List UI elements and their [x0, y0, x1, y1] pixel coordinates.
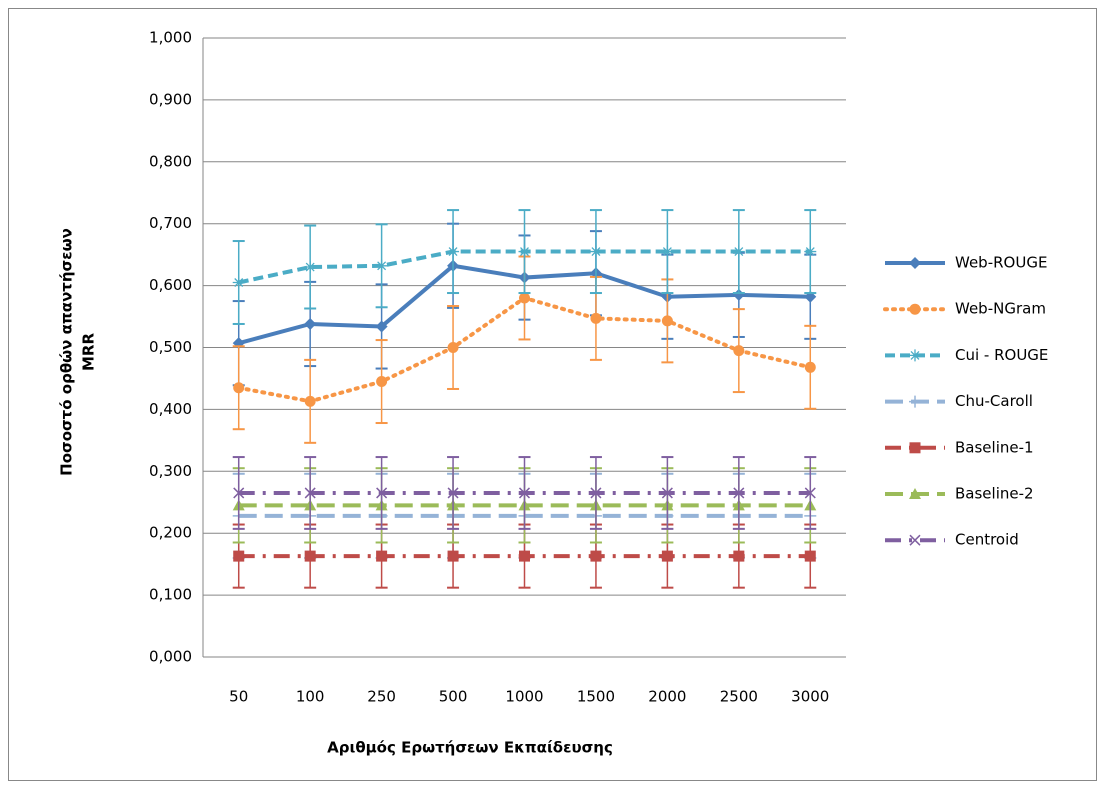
marker — [304, 487, 316, 499]
marker — [447, 245, 460, 258]
marker — [447, 550, 459, 562]
y-axis-title-line: MRR — [80, 333, 98, 371]
x-tick-label: 1000 — [505, 688, 543, 706]
y-tick-label: 0,900 — [149, 90, 192, 108]
marker — [661, 487, 673, 499]
marker — [233, 550, 245, 562]
y-tick-label: 0,200 — [149, 524, 192, 542]
marker — [589, 245, 602, 258]
marker — [376, 550, 388, 562]
marker — [304, 261, 317, 274]
marker — [909, 395, 921, 408]
x-tick-label: 250 — [367, 688, 396, 706]
legend-label: Centroid — [955, 531, 1019, 549]
marker — [232, 276, 245, 289]
y-axis-title-line: Ποσοστό ορθών απαντήσεων — [58, 228, 76, 476]
marker — [447, 342, 459, 353]
marker — [447, 487, 459, 499]
legend-item: Centroid — [885, 531, 1019, 549]
legend-label: Web-ROUGE — [955, 254, 1047, 272]
marker — [375, 320, 388, 333]
legend-item: Baseline-2 — [885, 485, 1034, 503]
y-tick-label: 0,400 — [149, 400, 192, 418]
x-tick-label: 500 — [439, 688, 468, 706]
legend-label: Baseline-2 — [955, 485, 1034, 503]
y-tick-label: 0,500 — [149, 338, 192, 356]
marker — [590, 312, 602, 324]
legend-item: Web-ROUGE — [885, 254, 1047, 272]
y-tick-label: 0,600 — [149, 276, 192, 294]
marker — [732, 245, 745, 258]
legend-item: Baseline-1 — [885, 438, 1034, 456]
y-tick-label: 0,300 — [149, 462, 192, 480]
legend-item: Web-NGram — [883, 300, 1046, 318]
marker — [304, 550, 316, 562]
x-tick-label: 2500 — [720, 688, 758, 706]
marker — [909, 349, 921, 362]
marker — [375, 259, 388, 272]
x-tick-label: 100 — [296, 688, 325, 706]
marker — [304, 395, 316, 407]
marker — [909, 303, 921, 315]
y-tick-label: 0,700 — [149, 214, 192, 232]
marker — [590, 487, 602, 499]
marker — [590, 550, 602, 562]
marker — [661, 550, 673, 562]
x-tick-label: 50 — [229, 688, 248, 706]
marker — [519, 550, 530, 562]
series — [232, 209, 817, 325]
legend-label: Web-NGram — [955, 300, 1046, 318]
y-tick-label: 0,000 — [149, 648, 192, 666]
y-tick-label: 1,000 — [149, 29, 192, 47]
marker — [376, 487, 388, 499]
marker — [304, 317, 317, 330]
marker — [376, 376, 388, 388]
marker — [233, 487, 245, 499]
marker — [519, 292, 530, 304]
marker — [804, 245, 817, 258]
x-tick-label: 2000 — [648, 688, 686, 706]
y-axis-title: Ποσοστό ορθών απαντήσεων MRR — [58, 228, 98, 476]
marker — [661, 245, 674, 258]
marker — [518, 245, 531, 258]
series — [232, 255, 817, 444]
marker — [804, 487, 816, 499]
series — [232, 523, 817, 589]
legend-item: Cui - ROUGE — [885, 346, 1048, 364]
legend-label: Baseline-1 — [955, 438, 1034, 456]
chart-border — [8, 8, 1097, 781]
marker — [804, 361, 816, 373]
marker — [518, 487, 531, 499]
legend-label: Cui - ROUGE — [955, 346, 1048, 364]
marker — [804, 550, 816, 562]
marker — [733, 550, 745, 562]
x-tick-label: 1500 — [577, 688, 615, 706]
marker — [909, 534, 921, 546]
marker — [733, 345, 745, 357]
x-axis-title: Αριθμός Ερωτήσεων Εκπαίδευσης — [327, 739, 613, 757]
marker — [909, 442, 921, 454]
marker — [732, 288, 745, 301]
marker — [909, 257, 921, 269]
y-tick-label: 0,800 — [149, 152, 192, 170]
marker — [909, 488, 921, 499]
marker — [661, 315, 673, 327]
legend-item: Chu-Caroll — [885, 392, 1033, 410]
marker — [233, 382, 245, 394]
x-tick-label: 3000 — [791, 688, 829, 706]
legend-label: Chu-Caroll — [955, 392, 1033, 410]
series — [232, 456, 817, 530]
y-tick-label: 0,100 — [149, 586, 192, 604]
marker — [733, 487, 745, 499]
